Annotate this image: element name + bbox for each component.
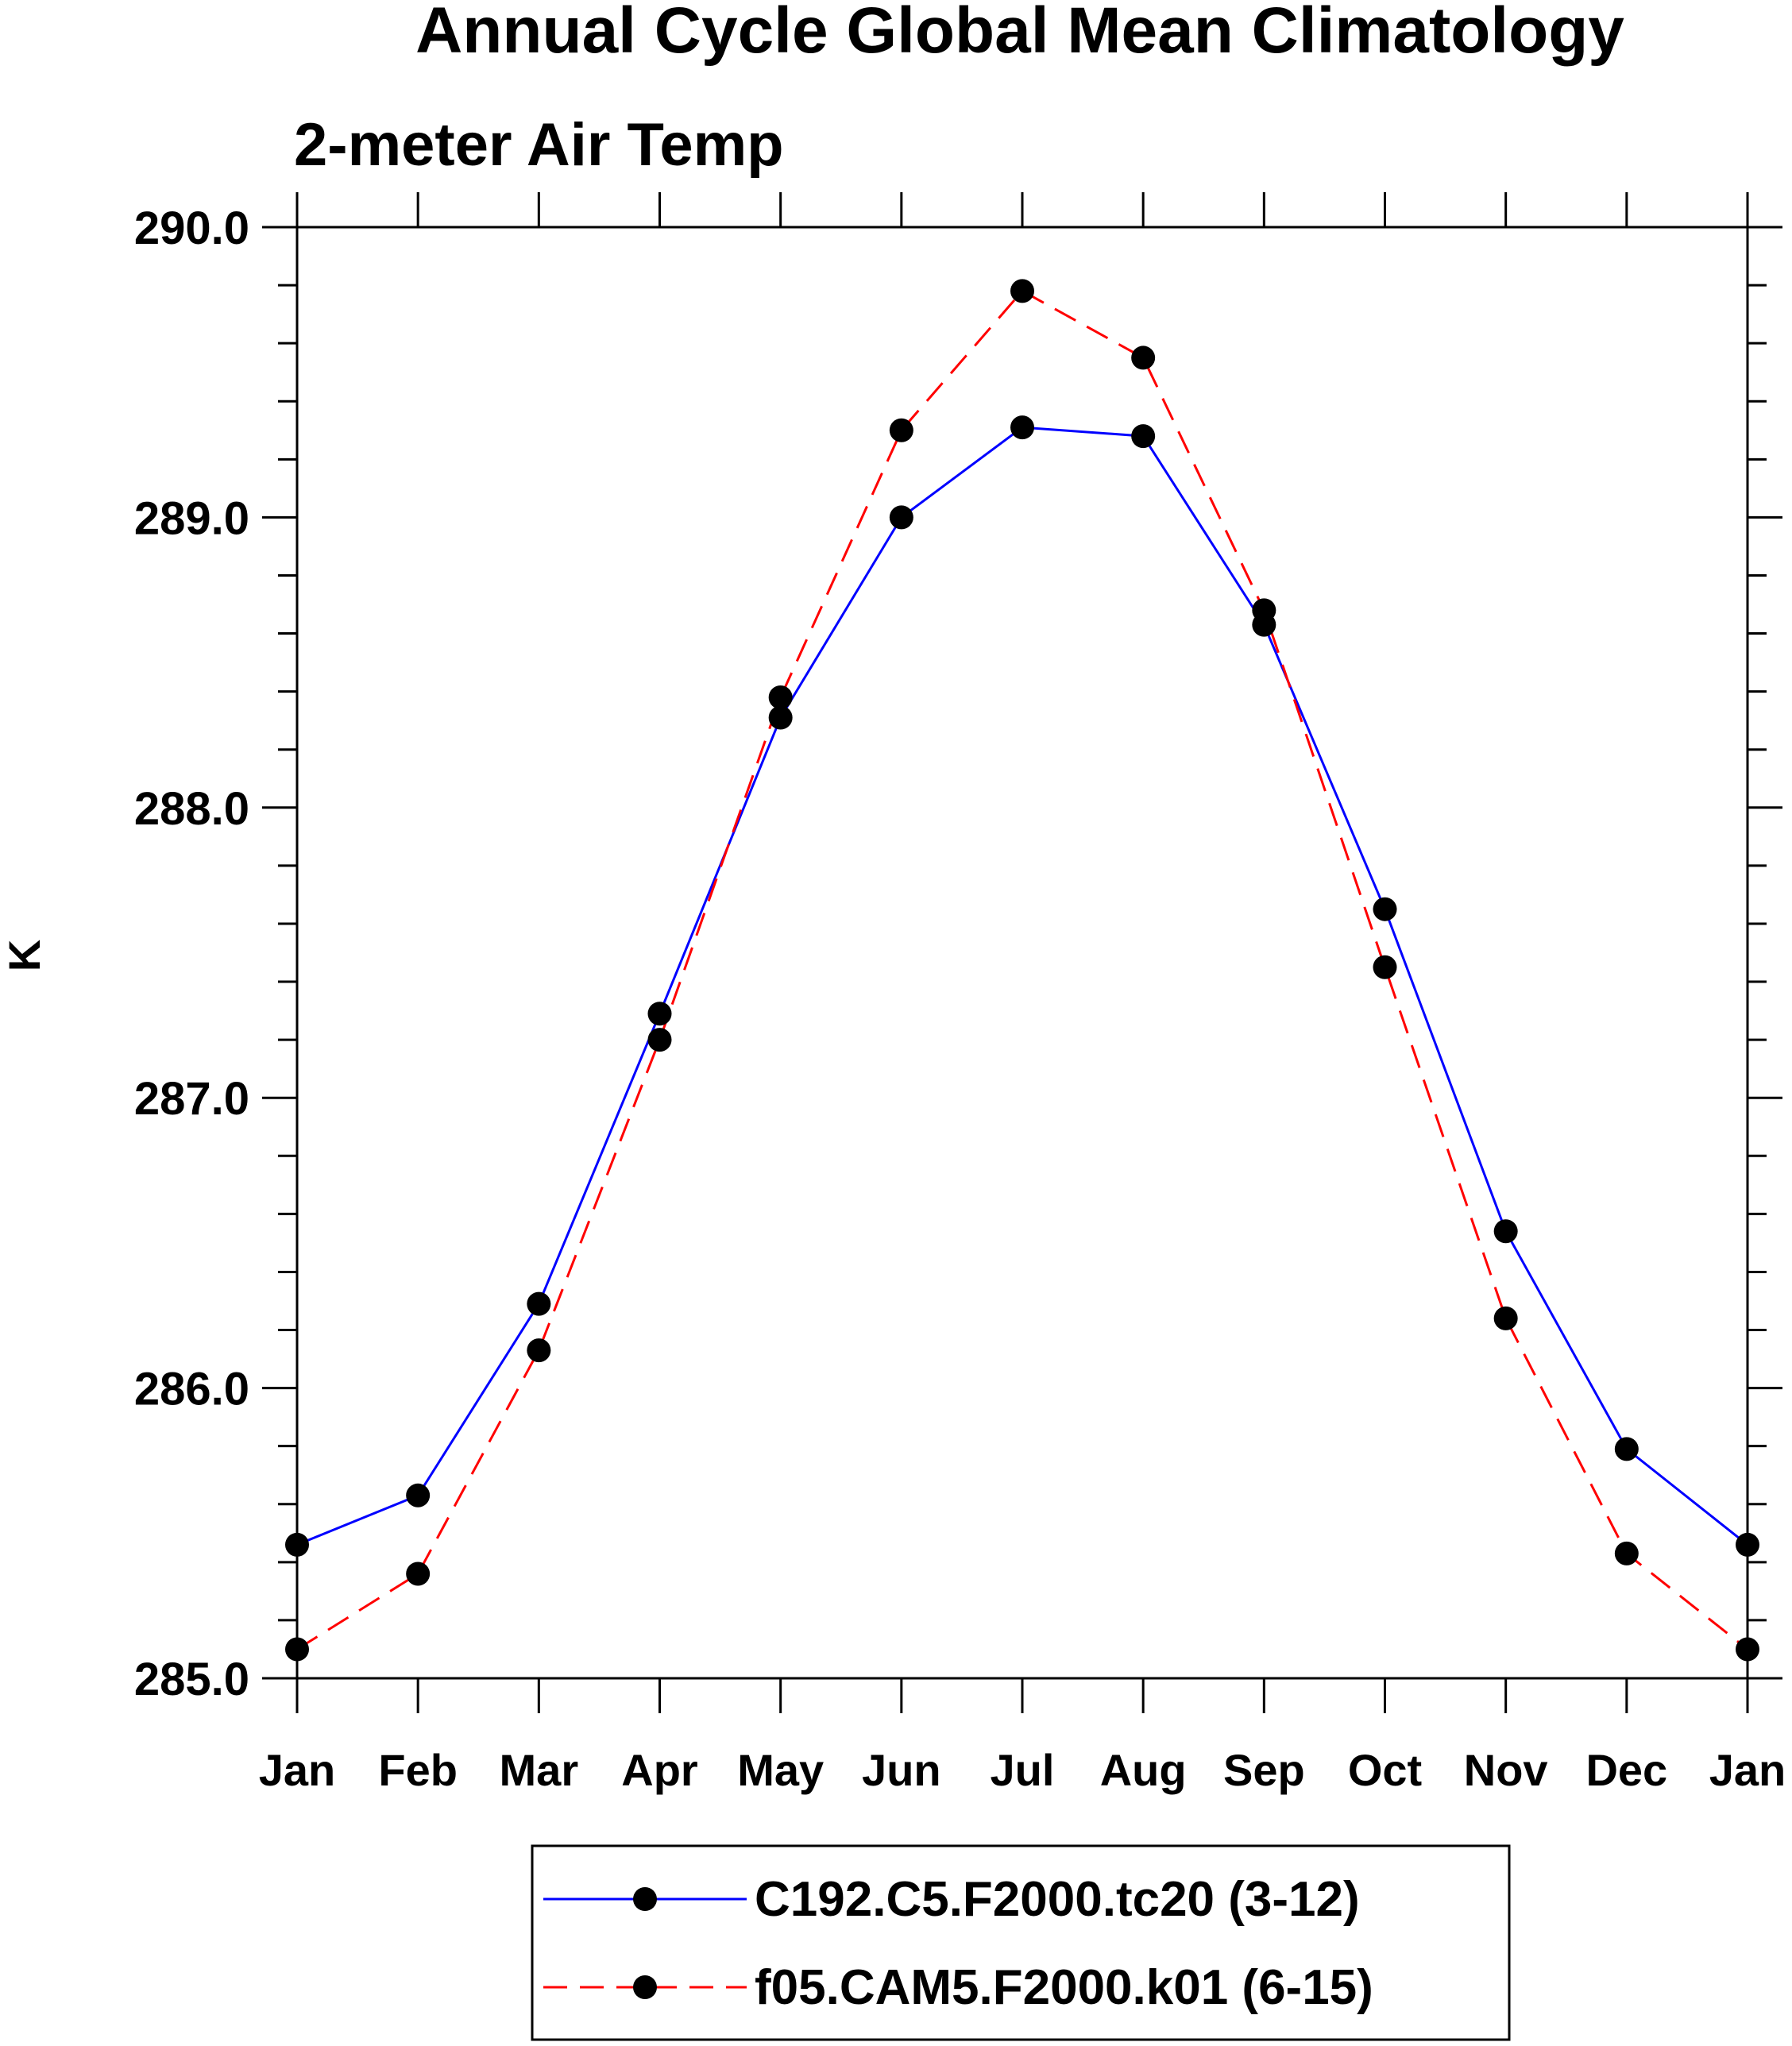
series-2-point	[768, 685, 793, 709]
series-2-point	[647, 1028, 672, 1052]
series-line-1	[296, 426, 1748, 1546]
x-tick-label: Jan	[259, 1745, 336, 1795]
series-2-point	[406, 1562, 431, 1586]
series-1-point	[1131, 424, 1156, 449]
legend: C192.C5.F2000.tc20 (3-12) f05.CAM5.F2000…	[531, 1844, 1511, 2041]
legend-marker-series-2	[633, 1975, 657, 1999]
series-1-point	[406, 1483, 431, 1507]
x-tick-label: May	[737, 1745, 824, 1795]
x-tick-label: Feb	[378, 1745, 458, 1795]
series-2-point	[527, 1338, 551, 1363]
series-2-point	[1736, 1637, 1759, 1662]
x-tick-label: Apr	[621, 1745, 697, 1795]
series-2-point	[1010, 279, 1034, 303]
series-line-2	[296, 289, 1748, 1650]
series-1-point	[889, 505, 913, 530]
series-1-point	[768, 705, 793, 730]
x-tick-labels: Jan Feb Mar Apr May Jun Jul Aug Sep Oct Nov Dec Jan	[259, 1745, 1786, 1795]
series-1-point	[285, 1532, 309, 1557]
x-tick-label: Jun	[862, 1745, 941, 1795]
series-1-point	[1614, 1437, 1639, 1461]
axis-ticks	[262, 192, 1782, 1713]
y-tick-label: 288.0	[134, 783, 249, 835]
series-2-point	[1373, 955, 1397, 979]
x-tick-label: Nov	[1464, 1745, 1548, 1795]
series-2-point	[1614, 1541, 1639, 1565]
x-tick-label: Jan	[1709, 1745, 1786, 1795]
plot-area-border	[295, 226, 1749, 1680]
x-tick-label: Mar	[500, 1745, 579, 1795]
series-2-point	[1131, 346, 1156, 370]
y-tick-labels: 285.0 286.0 287.0 288.0 289.0 290.0	[134, 203, 249, 1705]
y-tick-label: 286.0	[134, 1364, 249, 1415]
x-tick-label: Oct	[1348, 1745, 1422, 1795]
x-tick-label: Aug	[1100, 1745, 1187, 1795]
series-group	[285, 279, 1759, 1662]
chart-title: Annual Cycle Global Mean Climatology	[415, 0, 1624, 67]
chart-subtitle: 2-meter Air Temp	[294, 111, 784, 179]
x-tick-label: Dec	[1585, 1745, 1667, 1795]
y-tick-label: 285.0	[134, 1654, 249, 1705]
series-2-point	[285, 1637, 309, 1662]
y-axis-label: K	[0, 940, 49, 971]
x-tick-label: Sep	[1223, 1745, 1305, 1795]
series-1-point	[527, 1291, 551, 1316]
plot-frame	[295, 226, 1749, 1680]
legend-label-series-2: f05.CAM5.F2000.k01 (6-15)	[755, 1960, 1373, 2015]
x-tick-label: Jul	[991, 1745, 1055, 1795]
series-2-point	[1252, 598, 1276, 623]
series-2-point	[1493, 1306, 1518, 1330]
legend-label-series-1: C192.C5.F2000.tc20 (3-12)	[755, 1872, 1360, 1927]
y-tick-label: 289.0	[134, 492, 249, 544]
legend-box	[531, 1844, 1511, 2041]
y-tick-label: 287.0	[134, 1073, 249, 1125]
series-1-point	[647, 1002, 672, 1026]
y-tick-label: 290.0	[134, 203, 249, 254]
legend-marker-series-1	[633, 1887, 657, 1911]
series-2-point	[889, 418, 913, 442]
series-1-point	[1373, 897, 1397, 921]
series-1-point	[1493, 1219, 1518, 1244]
series-1-point	[1736, 1532, 1759, 1557]
series-1-point	[1010, 415, 1034, 440]
